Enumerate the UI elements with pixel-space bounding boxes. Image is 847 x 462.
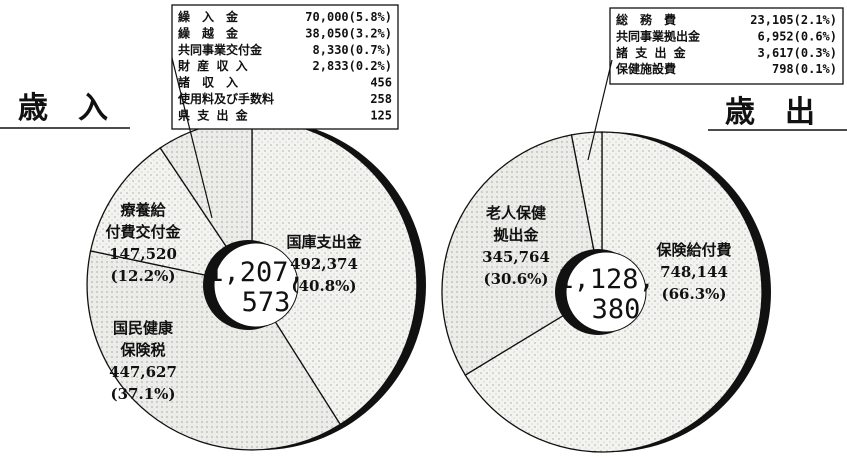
chart-0-legend-box (171, 4, 399, 130)
chart-0-leader-line (171, 57, 213, 219)
chart-0-title: 歳 入 (18, 91, 108, 126)
chart-1-legend-label-0: 総 務 費 (616, 12, 676, 27)
chart-0-legend-value-2: 8,330(0.7%) (313, 43, 392, 57)
chart-0-legend-label-3: 財 産 収 入 (177, 58, 248, 73)
chart-1-legend-value-0: 23,105(2.1%) (750, 13, 837, 27)
chart-1-legend-value-1: 6,952(0.6%) (758, 29, 837, 43)
chart-1-legend-label-3: 保健施設費 (615, 61, 676, 76)
chart-0-slice-2-name-1: 付費交付金 (105, 223, 181, 241)
chart-0-slice-1 (86, 250, 342, 451)
chart-1-slice-1-name-1: 拠出金 (493, 226, 539, 244)
chart-1-legend-box (609, 7, 844, 85)
chart-1-slice-1-percent: (30.6%) (484, 270, 549, 288)
chart-0-slice-0 (251, 119, 418, 426)
chart-0-legend-value-3: 2,833(0.2%) (313, 59, 392, 73)
chart-0-slice-2 (89, 146, 254, 286)
chart-0-legend-label-1: 繰 越 金 (178, 25, 239, 40)
chart-1-slice-1-value: 345,764 (482, 248, 550, 266)
chart-0-slice-1-name-0: 国民健康 (113, 319, 174, 337)
chart-1-legend-value-2: 3,617(0.3%) (758, 46, 837, 60)
chart-1-total-line2: 380 (592, 294, 641, 325)
chart-0-legend-label-4: 諸 収 入 (178, 75, 238, 90)
chart-0-total-line1: 1,207, (207, 257, 305, 288)
chart-1-legend-value-3: 798(0.1%) (772, 62, 837, 76)
chart-0-total-line2: 573 (242, 287, 291, 318)
chart-1-hole (565, 251, 647, 333)
chart-0-slice-1-value: 447,627 (109, 363, 177, 381)
chart-0-legend-value-4: 456 (370, 76, 392, 90)
chart-0-slice-2-name-0: 療養給 (120, 201, 166, 219)
chart-0-slice-2-value: 147,520 (109, 245, 177, 263)
chart-1-legend-label-1: 共同事業拠出金 (616, 28, 701, 43)
chart-0-legend-value-6: 125 (370, 108, 392, 122)
chart-0-slice-0-value: 492,374 (290, 255, 358, 273)
chart-0-hole (213, 242, 299, 328)
chart-1-slice-1-name-0: 老人保健 (485, 204, 546, 222)
chart-0-slice-0-percent: (40.8%) (292, 277, 357, 295)
chart-1-total-line1: 1,128, (557, 264, 655, 295)
chart-0-slice-0-name-0: 国庫支出金 (286, 233, 362, 251)
chart-1-legend-label-2: 諸 支 出 金 (616, 45, 687, 60)
chart-1-slice-0-name-0: 保険給付費 (655, 241, 731, 259)
chart-0-legend-label-6: 県 支 出 金 (178, 107, 249, 122)
chart-0-slice-2-percent: (12.2%) (111, 267, 176, 285)
chart-0-slice-1-percent: (37.1%) (111, 385, 176, 403)
chart-0-legend-value-1: 38,050(3.2%) (305, 26, 392, 40)
chart-0-slice-1-name-1: 保険税 (119, 341, 165, 359)
chart-1-slice-0-value: 748,144 (660, 263, 728, 281)
chart-0-legend-label-5: 使用料及び手数料 (177, 91, 274, 106)
chart-1-leader-line (587, 59, 613, 161)
chart-1-slice-0-percent: (66.3%) (662, 285, 727, 303)
chart-0-legend-value-0: 70,000(5.8%) (305, 10, 392, 24)
chart-0-legend-label-2: 共同事業交付金 (178, 42, 263, 57)
chart-0-legend-value-5: 258 (370, 92, 392, 106)
chart-1-title: 歳 出 (725, 95, 815, 130)
chart-0-legend-label-0: 繰 入 金 (178, 9, 239, 24)
